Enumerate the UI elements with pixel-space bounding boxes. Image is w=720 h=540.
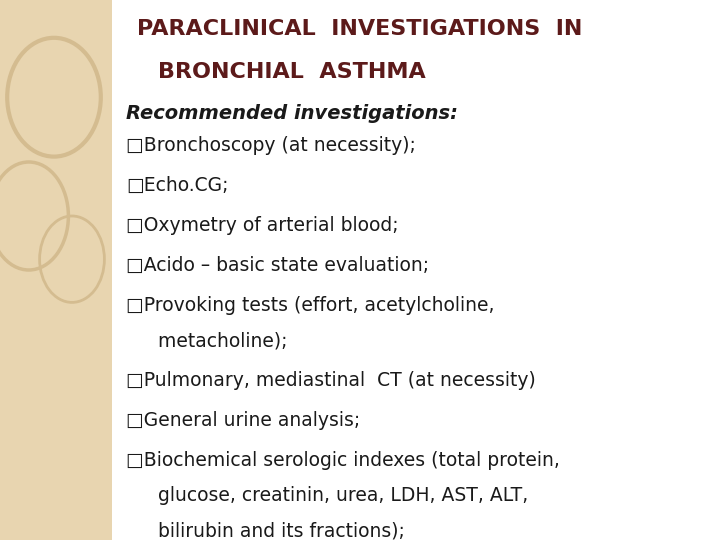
Text: □Bronchoscopy (at necessity);: □Bronchoscopy (at necessity); (126, 136, 416, 155)
Text: □Oxymetry of arterial blood;: □Oxymetry of arterial blood; (126, 216, 399, 235)
Text: □Acido – basic state evaluation;: □Acido – basic state evaluation; (126, 256, 429, 275)
Text: □Provoking tests (effort, acetylcholine,: □Provoking tests (effort, acetylcholine, (126, 296, 495, 315)
Text: PARACLINICAL  INVESTIGATIONS  IN: PARACLINICAL INVESTIGATIONS IN (137, 19, 582, 39)
Text: □Pulmonary, mediastinal  CT (at necessity): □Pulmonary, mediastinal CT (at necessity… (126, 371, 536, 390)
Text: bilirubin and its fractions);: bilirubin and its fractions); (140, 521, 405, 540)
Bar (0, 0, 112, 540)
Text: □General urine analysis;: □General urine analysis; (126, 411, 360, 430)
Text: □Echo.CG;: □Echo.CG; (126, 176, 228, 195)
Text: metacholine);: metacholine); (140, 331, 288, 350)
Text: □Biochemical serologic indexes (total protein,: □Biochemical serologic indexes (total pr… (126, 451, 560, 470)
Text: Recommended investigations:: Recommended investigations: (126, 104, 458, 123)
Text: BRONCHIAL  ASTHMA: BRONCHIAL ASTHMA (158, 62, 426, 82)
Text: glucose, creatinin, urea, LDH, AST, ALT,: glucose, creatinin, urea, LDH, AST, ALT, (140, 486, 528, 505)
